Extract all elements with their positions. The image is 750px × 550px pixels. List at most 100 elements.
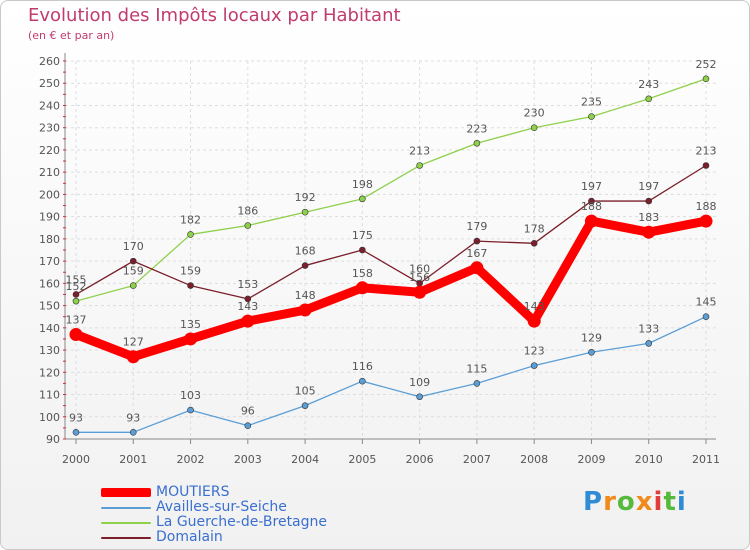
legend-label: La Guerche-de-Bretagne <box>156 514 328 530</box>
data-label: 235 <box>581 96 602 109</box>
y-tick-label: 230 <box>39 122 60 135</box>
brand-letter: r <box>603 487 617 517</box>
data-point <box>355 281 369 295</box>
data-label: 103 <box>180 389 201 402</box>
data-point <box>301 208 309 216</box>
data-point <box>645 95 653 103</box>
data-point <box>588 197 595 205</box>
data-point <box>413 285 427 299</box>
data-point <box>527 314 541 328</box>
brand-letter: P <box>583 487 604 517</box>
data-point <box>702 313 710 321</box>
data-label: 96 <box>241 405 255 418</box>
data-point <box>187 406 194 414</box>
data-label: 198 <box>352 178 373 191</box>
data-label: 252 <box>696 58 717 71</box>
data-label: 188 <box>581 200 602 213</box>
legend-swatch <box>101 521 151 524</box>
data-label: 159 <box>180 265 201 278</box>
data-label: 197 <box>638 180 659 193</box>
y-tick-label: 100 <box>39 411 60 424</box>
data-label: 105 <box>295 385 316 398</box>
legend-label: Availles-sur-Seiche <box>156 499 287 515</box>
x-tick-label: 2004 <box>291 453 319 466</box>
legend-item: La Guerche-de-Bretagne <box>101 515 327 530</box>
data-label: 133 <box>638 322 659 335</box>
x-tick-label: 2003 <box>234 453 262 466</box>
data-point <box>184 332 198 346</box>
x-tick-label: 2005 <box>348 453 376 466</box>
data-label: 155 <box>66 273 87 286</box>
data-label: 243 <box>638 78 659 91</box>
data-label: 168 <box>295 245 316 258</box>
x-tick-label: 2002 <box>177 453 205 466</box>
data-point <box>416 393 423 401</box>
y-tick-label: 240 <box>39 99 60 112</box>
data-label: 188 <box>696 200 717 213</box>
y-tick-label: 210 <box>39 166 60 179</box>
y-tick-label: 220 <box>39 144 60 157</box>
x-tick-label: 2001 <box>119 453 147 466</box>
data-point <box>129 257 137 265</box>
data-point <box>359 246 366 254</box>
data-label: 175 <box>352 229 373 242</box>
x-tick-label: 2008 <box>520 453 548 466</box>
data-point <box>645 197 653 205</box>
data-label: 192 <box>295 191 316 204</box>
legend-item: Availles-sur-Seiche <box>101 500 327 515</box>
legend-swatch <box>101 488 151 497</box>
y-tick-label: 120 <box>39 366 60 379</box>
data-label: 197 <box>581 180 602 193</box>
data-point <box>72 429 80 436</box>
data-label: 182 <box>180 213 201 226</box>
data-label: 93 <box>126 411 140 424</box>
data-point <box>69 327 83 341</box>
brand-letter: i <box>676 487 687 517</box>
data-label: 145 <box>696 296 717 309</box>
data-point <box>645 340 653 347</box>
data-point <box>702 162 710 169</box>
data-label: 170 <box>123 240 144 253</box>
brand-letter: x <box>635 487 654 517</box>
data-point <box>588 348 595 356</box>
data-label: 213 <box>696 145 717 158</box>
data-point <box>298 303 312 317</box>
x-tick-label: 2007 <box>463 453 491 466</box>
data-point <box>416 162 423 169</box>
data-point <box>530 124 538 132</box>
y-tick-label: 90 <box>46 433 60 446</box>
brand-letter: i <box>653 487 664 517</box>
data-point <box>530 240 538 247</box>
data-point <box>129 429 137 436</box>
y-tick-label: 150 <box>39 300 60 313</box>
chart-subtitle: (en € et par an) <box>28 29 115 42</box>
data-label: 152 <box>66 280 87 293</box>
legend: MOUTIERS Availles-sur-Seiche La Guerche-… <box>101 485 327 545</box>
data-label: 158 <box>352 267 373 280</box>
data-label: 186 <box>237 205 258 218</box>
y-tick-label: 200 <box>39 188 60 201</box>
data-point <box>72 291 80 298</box>
legend-label: MOUTIERS <box>156 484 230 500</box>
legend-swatch <box>101 506 151 509</box>
chart-title: Evolution des Impôts locaux par Habitant <box>28 5 401 26</box>
data-label: 93 <box>69 411 83 424</box>
y-tick-label: 170 <box>39 255 60 268</box>
data-label: 167 <box>466 247 487 260</box>
series-line <box>75 316 707 433</box>
y-tick-label: 250 <box>39 77 60 90</box>
y-tick-label: 130 <box>39 344 60 357</box>
data-point <box>530 362 538 369</box>
y-tick-label: 140 <box>39 322 60 335</box>
data-point <box>359 377 366 385</box>
x-tick-label: 2009 <box>577 453 605 466</box>
x-tick-label: 2006 <box>406 453 434 466</box>
data-point <box>241 314 255 328</box>
x-tick-label: 2010 <box>635 453 663 466</box>
data-label: 160 <box>409 262 430 275</box>
data-label: 137 <box>66 313 87 326</box>
y-tick-label: 110 <box>39 389 60 402</box>
data-label: 178 <box>524 222 545 235</box>
data-point <box>187 231 194 238</box>
